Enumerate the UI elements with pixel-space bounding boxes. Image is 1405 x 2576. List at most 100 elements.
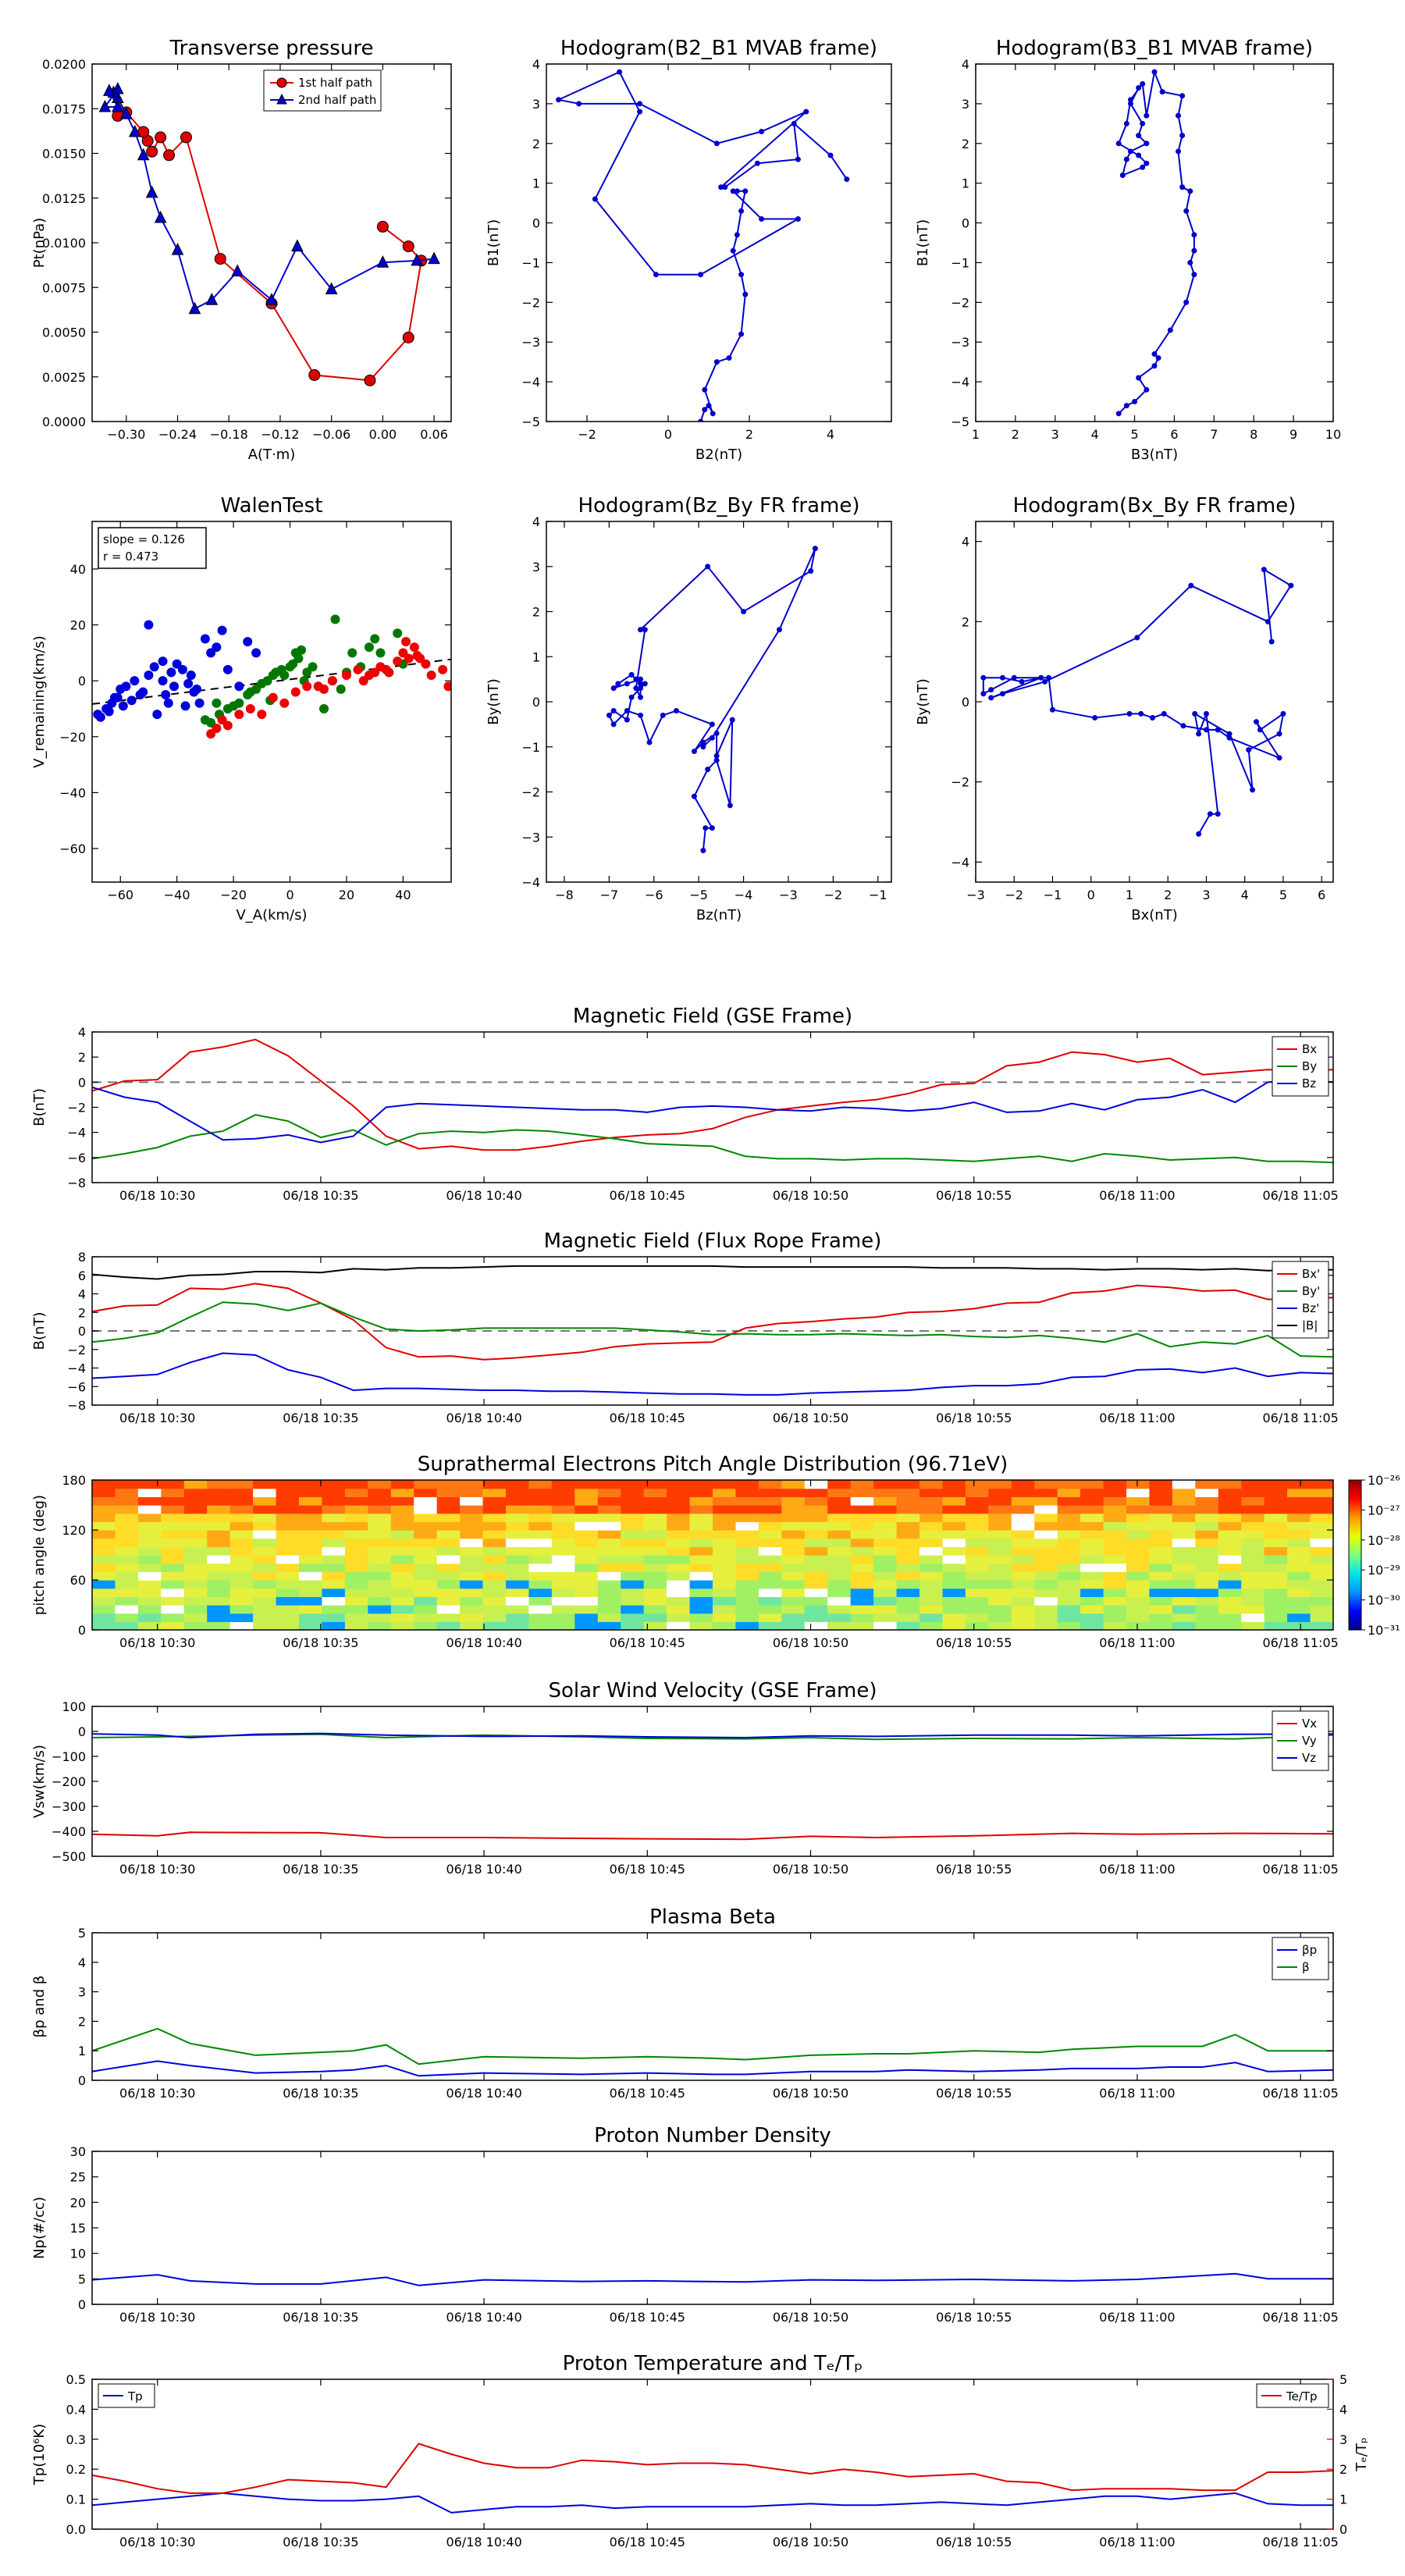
heatmap-cell <box>873 1538 898 1547</box>
heatmap-cell <box>574 1488 599 1497</box>
chart-title: WalenTest <box>221 494 323 518</box>
y-axis-label: Vsw(km/s) <box>31 1745 48 1818</box>
data-marker <box>638 676 644 682</box>
heatmap-cell <box>1264 1588 1288 1597</box>
heatmap-cell <box>460 1605 484 1614</box>
heatmap-cell <box>1241 1588 1265 1597</box>
x-tick-label: 06/18 10:55 <box>936 1188 1012 1203</box>
data-marker <box>103 84 116 96</box>
series-line <box>92 1283 1333 1361</box>
heatmap-cell <box>92 1546 116 1556</box>
heatmap-cell <box>1034 1571 1058 1581</box>
y-tick-label: −5 <box>951 415 969 429</box>
heatmap-cell <box>781 1488 806 1497</box>
heatmap-cell <box>896 1480 920 1489</box>
y-tick-label: −3 <box>521 830 540 845</box>
heatmap-cell <box>873 1588 898 1597</box>
y-tick-label: −3 <box>951 335 969 350</box>
chart-hxy: Hodogram(Bx_By FR frame)Bx(nT)By(nT)−3 −2… <box>915 494 1334 923</box>
heatmap-cell <box>1080 1513 1104 1522</box>
data-marker <box>999 674 1005 681</box>
data-marker <box>980 674 987 681</box>
heatmap-cell <box>92 1555 116 1564</box>
heatmap-cell <box>92 1613 116 1622</box>
y-tick-label: 1 <box>532 649 540 664</box>
y-tick-label: 0.0050 <box>42 326 86 340</box>
heatmap-cell <box>207 1513 231 1522</box>
heatmap-cell <box>1195 1538 1219 1547</box>
heatmap-cell <box>781 1596 806 1606</box>
heatmap-cell <box>1149 1488 1173 1497</box>
heatmap-cell <box>1172 1613 1196 1622</box>
data-marker <box>1123 403 1129 409</box>
data-marker <box>700 848 706 854</box>
heatmap-cell <box>1241 1605 1265 1614</box>
heatmap-cell <box>506 1563 530 1572</box>
heatmap-cell <box>1034 1513 1058 1522</box>
heatmap-cell <box>919 1521 944 1531</box>
data-marker <box>1038 674 1044 681</box>
x-tick-label: 40 <box>395 888 411 902</box>
data-marker <box>1140 164 1146 170</box>
heatmap-cell <box>137 1488 162 1497</box>
heatmap-cell <box>689 1496 713 1506</box>
heatmap-cell <box>482 1555 507 1564</box>
heatmap-cell <box>942 1513 966 1522</box>
heatmap-cell <box>1080 1588 1104 1597</box>
heatmap-cell <box>253 1530 277 1539</box>
x-tick-label: 06/18 10:50 <box>773 2086 848 2101</box>
data-layer <box>92 1732 1333 1841</box>
heatmap-cell <box>551 1588 575 1597</box>
heatmap-cell <box>988 1480 1012 1489</box>
y-tick-label: −5 <box>521 415 540 429</box>
heatmap-cell <box>253 1480 277 1489</box>
heatmap-cell <box>368 1521 392 1531</box>
scatter-point <box>353 664 363 674</box>
y2-tick-label: 3 <box>1339 2432 1347 2447</box>
data-marker <box>1140 80 1146 87</box>
heatmap-cell <box>1011 1605 1035 1614</box>
heatmap-cell <box>597 1505 621 1514</box>
heatmap-cell <box>276 1596 300 1606</box>
y-tick-label: −1 <box>521 255 540 270</box>
heatmap-cell <box>183 1588 208 1597</box>
heatmap-cell <box>368 1580 392 1589</box>
heatmap-cell <box>1241 1555 1265 1564</box>
heatmap-cell <box>506 1580 530 1589</box>
heatmap-cell <box>621 1605 645 1614</box>
y-tick-label: 30 <box>70 2144 86 2159</box>
heatmap-cell <box>1080 1596 1104 1606</box>
heatmap-cell <box>1057 1605 1081 1614</box>
heatmap-cell <box>276 1605 300 1614</box>
heatmap-cell <box>414 1496 438 1506</box>
scatter-point <box>330 614 340 624</box>
heatmap-cell <box>414 1546 438 1556</box>
data-marker <box>700 739 706 745</box>
heatmap-cell <box>1310 1530 1333 1539</box>
heatmap-cell <box>390 1521 414 1531</box>
heatmap-cell <box>207 1555 231 1564</box>
heatmap-cell <box>643 1521 667 1531</box>
data-marker <box>706 403 712 409</box>
heatmap-cell <box>713 1605 737 1614</box>
scatter-point <box>194 698 205 708</box>
heatmap-cell <box>551 1555 575 1564</box>
data-marker <box>205 293 219 305</box>
heatmap-cell <box>827 1496 852 1506</box>
x-tick-label: 3 <box>1051 427 1059 442</box>
y2-tick-label: 1 <box>1339 2492 1347 2507</box>
x-tick-label: 06/18 10:40 <box>446 1635 521 1650</box>
heatmap-cell <box>643 1588 667 1597</box>
heatmap-cell <box>1080 1621 1104 1630</box>
heatmap-cell <box>1011 1571 1035 1581</box>
heatmap-cell <box>1310 1546 1333 1556</box>
x-tick-label: 06/18 11:05 <box>1263 2310 1339 2325</box>
heatmap-cell <box>344 1605 368 1614</box>
heatmap-cell <box>1172 1488 1196 1497</box>
heatmap-cell <box>1080 1546 1104 1556</box>
heatmap-cell <box>299 1580 323 1589</box>
data-marker <box>1226 735 1232 741</box>
scatter-point <box>144 620 154 630</box>
y-tick-label: 0.5 <box>66 2372 86 2387</box>
heatmap-cell <box>781 1605 806 1614</box>
